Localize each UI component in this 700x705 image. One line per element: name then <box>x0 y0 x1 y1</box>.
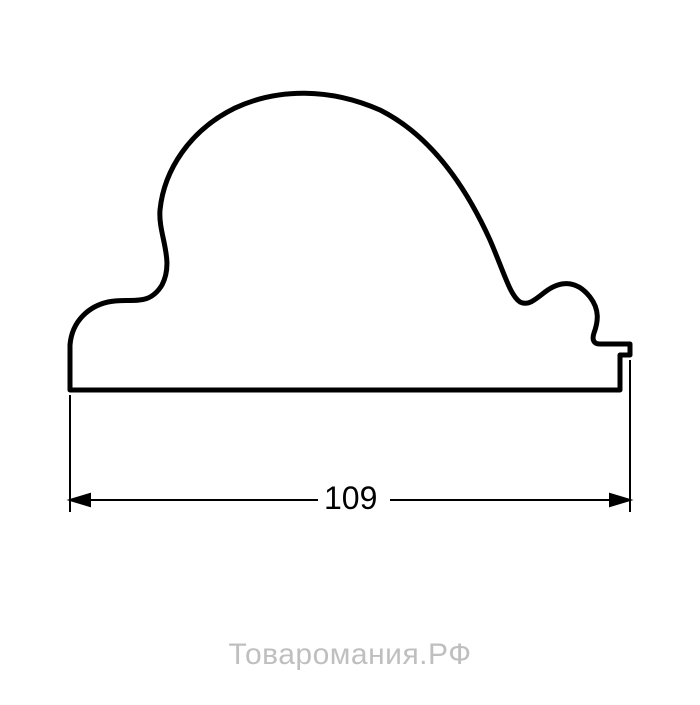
diagram-container: 109 <box>0 0 700 700</box>
profile-drawing <box>0 0 700 700</box>
watermark-text: Товаромания.РФ <box>0 638 700 672</box>
dimension-value: 109 <box>324 480 377 517</box>
arrow-left <box>70 494 90 506</box>
moulding-profile <box>70 93 630 390</box>
arrow-right <box>610 494 630 506</box>
